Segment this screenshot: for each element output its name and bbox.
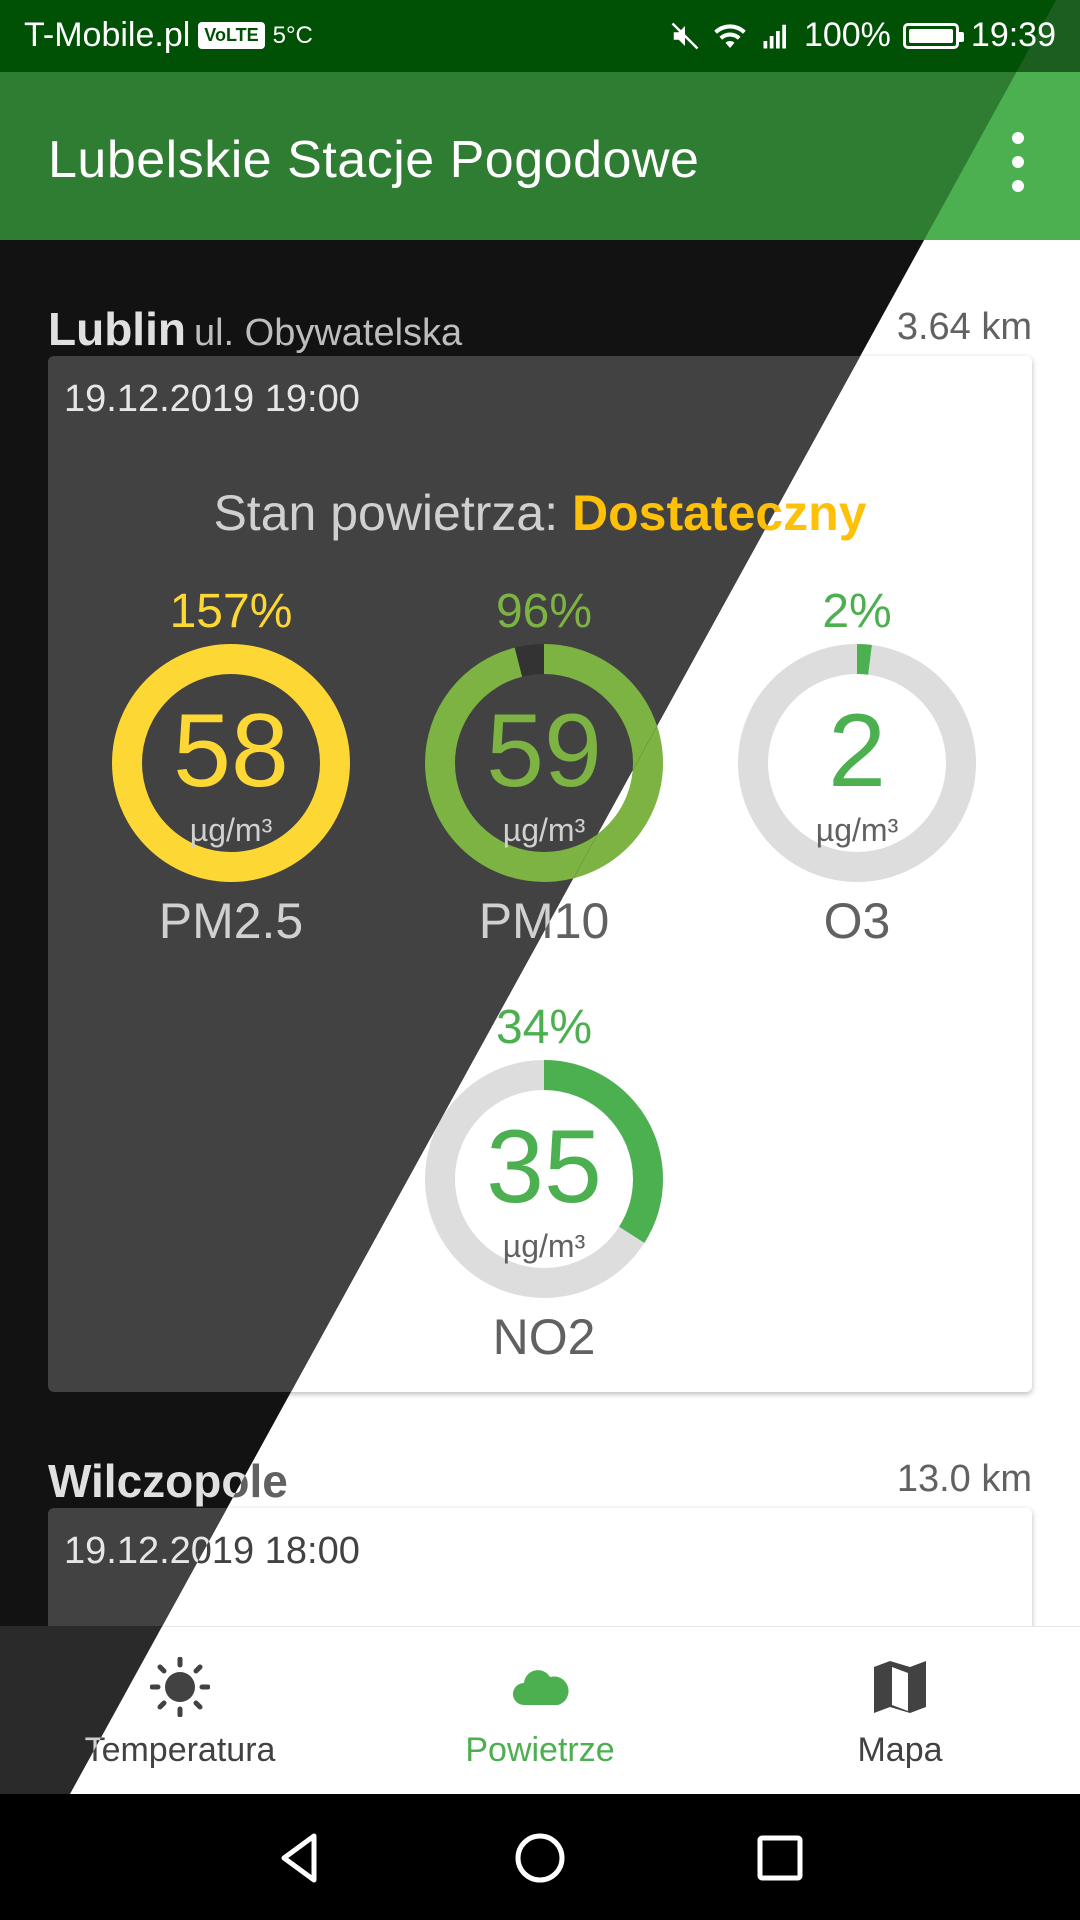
gauge-unit: µg/m³ [502, 1228, 586, 1264]
mute-icon [671, 22, 699, 49]
gauge-o3: 2% 2 µg/m³ O3 [734, 584, 980, 949]
gauge-unit: µg/m³ [189, 812, 273, 848]
system-navigation-bar [0, 1794, 1080, 1920]
overflow-menu-icon[interactable] [1006, 132, 1030, 192]
volte-icon: VoLTE [198, 22, 265, 49]
station-distance: 13.0 km [896, 1458, 1032, 1500]
gauge-value: 59 [486, 693, 602, 809]
gauge-ring [425, 1060, 663, 1298]
gauge-ring [112, 644, 350, 882]
gauge-percent: 96% [495, 585, 593, 638]
gauge-unit: µg/m³ [815, 812, 899, 848]
station-name: Lublin [48, 303, 186, 355]
gauge-percent: 2% [822, 585, 892, 638]
nav-item-powietrze[interactable]: Powietrze [360, 1627, 720, 1795]
gauge-pm25: 157% 58 µg/m³ PM2.5 [108, 584, 354, 949]
carrier-label: T-Mobile.pl [24, 16, 191, 54]
gauge-percent: 157% [169, 585, 293, 638]
recents-icon[interactable] [750, 1828, 810, 1888]
nav-label: Mapa [857, 1731, 943, 1769]
gauge-no2: 34% 35 µg/m³ NO2 [421, 1000, 667, 1365]
gauge-name: O3 [823, 893, 891, 949]
cloud-icon [513, 1670, 569, 1705]
station-street: ul. Obywatelska [193, 312, 463, 354]
app-bar: Lubelskie Stacje Pogodowe [0, 72, 1056, 240]
weather-temp: 5°C [272, 21, 313, 49]
status-bar: T-Mobile.pl VoLTE 5°C 100% 19:39 [0, 0, 1056, 72]
nav-item-mapa[interactable]: Mapa [720, 1627, 1080, 1795]
bottom-navigation: Temperatura Powietrze Mapa [0, 1626, 1080, 1794]
back-icon[interactable] [270, 1828, 330, 1888]
gauge-value: 58 [173, 693, 289, 809]
nav-label: Powietrze [465, 1731, 615, 1769]
gauge-value: 35 [486, 1109, 602, 1225]
battery-percent: 100% [803, 16, 891, 54]
battery-icon [902, 22, 964, 49]
nav-item-temperatura[interactable]: Temperatura [0, 1627, 360, 1795]
measurement-time: 19.12.2019 19:00 [64, 378, 360, 420]
station-distance: 3.64 km [896, 306, 1032, 348]
gauge-percent: 34% [495, 1001, 593, 1054]
home-icon[interactable] [510, 1828, 570, 1888]
gauge-ring [738, 644, 976, 882]
sun-icon [150, 1657, 210, 1717]
gauge-unit: µg/m³ [502, 812, 586, 848]
signal-icon [763, 24, 786, 48]
page-title: Lubelskie Stacje Pogodowe [48, 131, 700, 189]
nav-label: Temperatura [84, 1731, 276, 1769]
gauge-value: 2 [828, 693, 886, 809]
gauge-name: PM2.5 [158, 893, 304, 949]
wifi-icon [714, 23, 746, 48]
map-icon [874, 1661, 926, 1713]
air-status-label: Stan powietrza: [213, 485, 559, 541]
gauge-name: NO2 [492, 1309, 596, 1365]
